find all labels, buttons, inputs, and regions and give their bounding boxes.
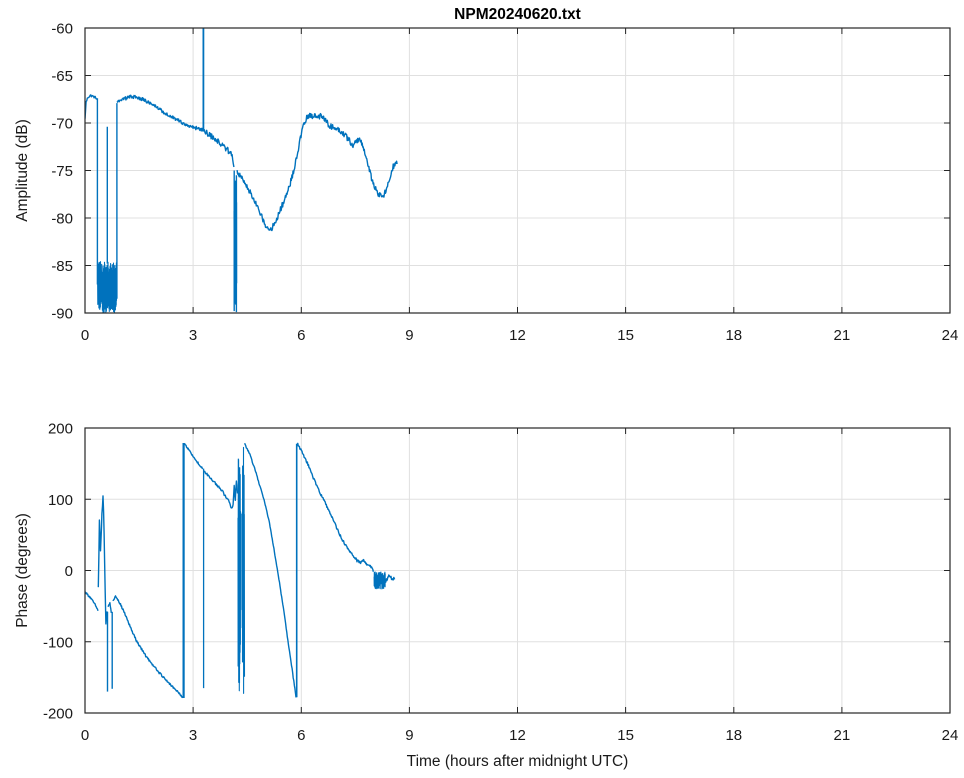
x-tick-label: 18 [725, 727, 742, 744]
x-tick-label: 15 [617, 327, 634, 344]
x-tick-label: 0 [81, 727, 89, 744]
y-tick-label: -75 [51, 163, 73, 180]
x-tick-label: 9 [405, 327, 413, 344]
x-tick-label: 15 [617, 727, 634, 744]
axes-box [84, 427, 951, 714]
y-tick-label: -65 [51, 68, 73, 85]
phase-series-path [384, 574, 396, 583]
phase-plot: 0 3 6 9 12 15 18 21 24 -200 -100 0 100 200 [43, 421, 958, 745]
x-tick-label: 24 [942, 327, 959, 344]
phase-series-path [241, 446, 246, 694]
y-tick-label: -80 [51, 211, 73, 228]
x-tick-label: 3 [189, 327, 197, 344]
phase-series-path [296, 442, 374, 572]
x-tick-label: 6 [297, 327, 305, 344]
amplitude-plot: 0 3 6 9 12 15 18 21 24 -90 -85 -80 -75 -70 -65 -60 [51, 21, 958, 345]
y-tick-label: 100 [48, 492, 73, 509]
x-tick-label: 12 [509, 727, 526, 744]
y-tick-label: -85 [51, 258, 73, 275]
amplitude-series-path [97, 261, 118, 314]
phase-ylabel: Phase (degrees) [14, 513, 31, 628]
phase-series-path [244, 442, 297, 698]
x-tick-label: 6 [297, 727, 305, 744]
x-tick-label: 18 [725, 327, 742, 344]
y-tick-label: 0 [65, 563, 73, 580]
phase-series-group [85, 442, 396, 699]
time-xlabel: Time (hours after midnight UTC) [407, 753, 629, 770]
y-tick-label: -70 [51, 116, 73, 133]
phase-series-path [373, 571, 386, 590]
y-tick-label: -100 [43, 634, 73, 651]
axes-box [84, 27, 951, 314]
phase-series-path [183, 442, 204, 470]
y-tick-label: -60 [51, 21, 73, 38]
amplitude-series-path [203, 128, 235, 168]
amplitude-series-group [85, 28, 398, 314]
phase-series-path [97, 495, 108, 625]
amplitude-series-path [85, 94, 98, 119]
amplitude-series-path [116, 94, 204, 132]
amplitude-ylabel: Amplitude (dB) [14, 119, 31, 222]
x-tick-label: 21 [834, 327, 851, 344]
phase-series-path [112, 595, 184, 699]
y-tick-label: -90 [51, 306, 73, 323]
x-tick-label: 3 [189, 727, 197, 744]
grid-lines [85, 428, 950, 713]
x-tick-label: 21 [834, 727, 851, 744]
y-tick-label: -200 [43, 706, 73, 723]
phase-series-path [203, 470, 239, 509]
phase-series-path [85, 591, 99, 612]
x-tick-label: 9 [405, 727, 413, 744]
y-tick-label: 200 [48, 421, 73, 438]
phase-series-path [237, 458, 242, 692]
x-tick-label: 24 [942, 727, 959, 744]
x-tick-label: 0 [81, 327, 89, 344]
grid-lines [85, 28, 950, 313]
x-tick-label: 12 [509, 327, 526, 344]
phase-series-path [107, 602, 112, 613]
amplitude-series-path [236, 112, 398, 232]
charts-layer: 0 3 6 9 12 15 18 21 24 -90 -85 -80 -75 -70 -65 -60 0 3 6 9 1… [43, 21, 958, 745]
chart-title: NPM20240620.txt [454, 6, 581, 23]
